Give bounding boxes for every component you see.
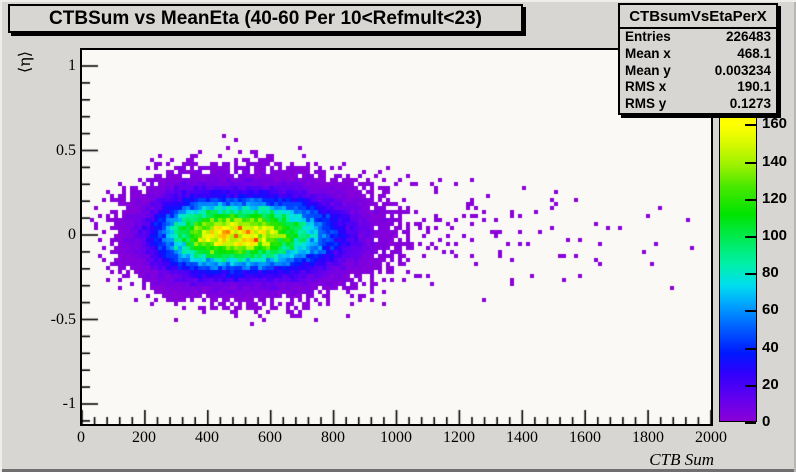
x-tick-label: 1800: [632, 429, 664, 446]
x-tick-label: 1400: [506, 429, 538, 446]
color-scale-tick: [745, 161, 756, 164]
x-tick-label: 400: [195, 429, 219, 446]
x-tick-label: 200: [132, 429, 156, 446]
stats-header: CTBsumVsEtaPerX: [620, 5, 776, 29]
color-scale-label: 20: [762, 375, 779, 393]
color-scale-label: 160: [762, 115, 788, 133]
color-scale-label: 40: [762, 338, 779, 356]
color-scale-tick: [745, 347, 756, 350]
color-scale-label: 100: [762, 227, 788, 245]
y-tick-label: 0.5: [56, 141, 76, 159]
x-tick-label: 800: [321, 429, 345, 446]
stats-row: RMS x 190.1: [620, 79, 776, 96]
y-tick-label: 0: [68, 226, 76, 243]
plot-title-box: CTBSum vs MeanEta (40-60 Per 10<Refmult<…: [8, 4, 523, 33]
color-scale-label: 120: [762, 189, 788, 207]
color-scale-label: 140: [762, 152, 788, 170]
stats-value: 468.1: [737, 45, 771, 61]
x-tick-label: 1000: [380, 429, 412, 446]
stats-label: RMS x: [625, 79, 667, 95]
x-axis-title: CTB Sum: [649, 450, 714, 469]
stats-label: Mean y: [625, 62, 671, 78]
color-scale-bar: [719, 117, 757, 424]
stats-label: Mean x: [625, 45, 671, 61]
stats-box: CTBsumVsEtaPerX Entries 226483 Mean x 46…: [618, 3, 778, 115]
x-tick-label: 1600: [569, 429, 601, 446]
stats-value: 0.1273: [729, 96, 771, 112]
color-scale-label: 80: [762, 264, 779, 282]
y-tick-label: -1: [62, 395, 76, 412]
color-scale-tick: [745, 236, 756, 239]
stats-value: 190.1: [737, 79, 771, 95]
stats-row: Entries 226483: [620, 29, 776, 46]
color-scale-tick: [745, 124, 756, 127]
x-tick-label: 600: [258, 429, 282, 446]
stats-value: 0.003234: [714, 62, 771, 78]
stats-row: RMS y 0.1273: [620, 96, 776, 113]
color-scale-tick: [745, 384, 756, 387]
histogram-2d: [82, 50, 711, 424]
color-scale-label: 60: [762, 301, 779, 319]
y-tick-label: 1: [68, 57, 76, 74]
color-scale-tick: [745, 273, 756, 276]
y-tick-label: -0.5: [50, 310, 76, 328]
color-scale-tick: [745, 310, 756, 313]
stats-row: Mean x 468.1: [620, 46, 776, 63]
x-tick-label: 1200: [443, 429, 475, 446]
x-tick-label: 0: [77, 429, 85, 446]
color-scale-tick: [745, 422, 756, 424]
stats-value: 226483: [725, 29, 771, 44]
stats-label: RMS y: [625, 96, 667, 112]
color-scale-tick: [745, 198, 756, 201]
x-tick-label: 2000: [695, 429, 727, 446]
color-scale-label: 0: [762, 413, 771, 430]
plot-title: CTBSum vs MeanEta (40-60 Per 10<Refmult<…: [49, 7, 482, 29]
stats-row: Mean y 0.003234: [620, 63, 776, 80]
stats-label: Entries: [625, 29, 671, 44]
